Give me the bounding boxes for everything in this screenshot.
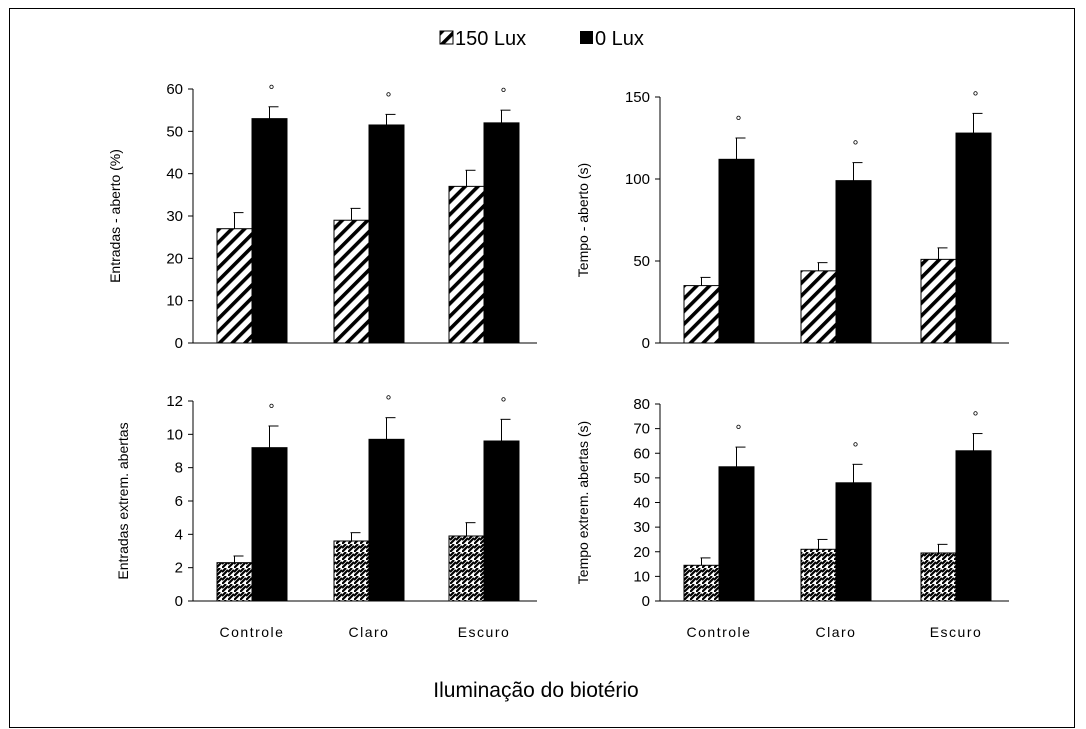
y-tick-label: 40 — [633, 495, 650, 512]
y-tick-label: 0 — [175, 335, 183, 352]
y-axis-label: Tempo extrem. abertas (s) — [575, 421, 591, 584]
bar-150-lux — [920, 552, 957, 602]
bar-0-lux — [368, 124, 405, 344]
bar-0-lux — [368, 438, 405, 602]
bar-150-lux — [333, 540, 370, 602]
y-tick-label: 0 — [175, 593, 183, 610]
chart-panel-1: 0 10 20 30 40 50 60 Entradas - aberto (%) ° ° ° — [107, 81, 537, 352]
y-axis-label: Entradas extrem. abertas — [115, 422, 131, 579]
bar-0-lux — [251, 447, 288, 602]
significance-marker: ° — [853, 138, 859, 155]
significance-marker: ° — [269, 82, 275, 99]
bar-150-lux — [800, 548, 837, 602]
bar-0-lux — [835, 180, 872, 344]
y-tick-label: 60 — [633, 445, 650, 462]
legend: 150 Lux 0 Lux — [439, 28, 644, 50]
y-tick-label: 20 — [633, 544, 650, 561]
significance-marker: ° — [973, 409, 979, 426]
bar-0-lux — [955, 132, 992, 344]
legend-label-0-lux: 0 Lux — [595, 28, 644, 50]
y-tick-label: 50 — [166, 123, 183, 140]
bar-0-lux — [955, 450, 992, 602]
category-label: Escuro — [930, 624, 983, 640]
y-tick-label: 30 — [166, 208, 183, 225]
y-tick-label: 2 — [175, 560, 183, 577]
bar-150-lux — [333, 219, 370, 344]
legend-swatch-150-lux — [439, 30, 454, 45]
y-tick-label: 6 — [175, 493, 183, 510]
significance-marker: ° — [501, 85, 507, 102]
bar-0-lux — [835, 482, 872, 602]
significance-marker: ° — [269, 401, 275, 418]
bar-0-lux — [718, 158, 755, 344]
y-tick-label: 30 — [633, 519, 650, 536]
y-tick-label: 10 — [166, 293, 183, 310]
chart-panel-4: 0 10 20 30 40 50 60 70 80 Tempo extrem. abertas (… — [575, 396, 1009, 640]
y-tick-label: 50 — [633, 470, 650, 487]
significance-marker: ° — [386, 393, 392, 410]
bar-0-lux — [718, 466, 755, 602]
bar-0-lux — [251, 118, 288, 344]
y-tick-label: 50 — [633, 253, 650, 270]
bar-150-lux — [683, 564, 720, 602]
y-tick-label: 8 — [175, 460, 183, 477]
category-label: Claro — [349, 624, 390, 640]
y-tick-label: 0 — [642, 593, 650, 610]
y-tick-label: 150 — [625, 89, 650, 106]
y-tick-label: 10 — [633, 568, 650, 585]
y-tick-label: 70 — [633, 421, 650, 438]
y-axis-label: Entradas - aberto (%) — [107, 149, 123, 283]
category-label: Controle — [220, 624, 285, 640]
significance-marker: ° — [736, 422, 742, 439]
x-axis-title: Iluminação do biotério — [433, 679, 638, 702]
y-tick-label: 4 — [175, 526, 183, 543]
significance-marker: ° — [386, 89, 392, 106]
bar-150-lux — [448, 535, 485, 602]
y-tick-label: 100 — [625, 171, 650, 188]
y-tick-label: 10 — [166, 426, 183, 443]
category-label: Claro — [816, 624, 857, 640]
legend-swatch-0-lux — [580, 31, 593, 44]
chart-panel-3: 0 2 4 6 8 10 12 Entradas extrem. abertas ° Contro… — [115, 393, 537, 640]
y-tick-label: 12 — [166, 393, 183, 410]
y-tick-label: 40 — [166, 166, 183, 183]
significance-marker: ° — [501, 394, 507, 411]
significance-marker: ° — [973, 88, 979, 105]
bar-150-lux — [216, 562, 253, 602]
bar-0-lux — [483, 440, 520, 602]
bar-150-lux — [216, 228, 253, 344]
bar-150-lux — [800, 270, 837, 344]
y-axis-label: Tempo - aberto (s) — [575, 163, 591, 277]
y-tick-label: 20 — [166, 250, 183, 267]
y-tick-label: 0 — [642, 335, 650, 352]
y-tick-label: 80 — [633, 396, 650, 413]
bar-150-lux — [683, 285, 720, 344]
chart-panel-2: 0 50 100 150 Tempo - aberto (s) ° ° ° — [575, 88, 1009, 352]
significance-marker: ° — [736, 113, 742, 130]
y-tick-label: 60 — [166, 81, 183, 98]
figure-frame — [9, 8, 1075, 728]
bar-150-lux — [448, 185, 485, 344]
bar-150-lux — [920, 258, 957, 344]
category-label: Controle — [687, 624, 752, 640]
category-label: Escuro — [458, 624, 511, 640]
legend-label-150-lux: 150 Lux — [455, 28, 526, 50]
bar-0-lux — [483, 122, 520, 344]
significance-marker: ° — [853, 439, 859, 456]
